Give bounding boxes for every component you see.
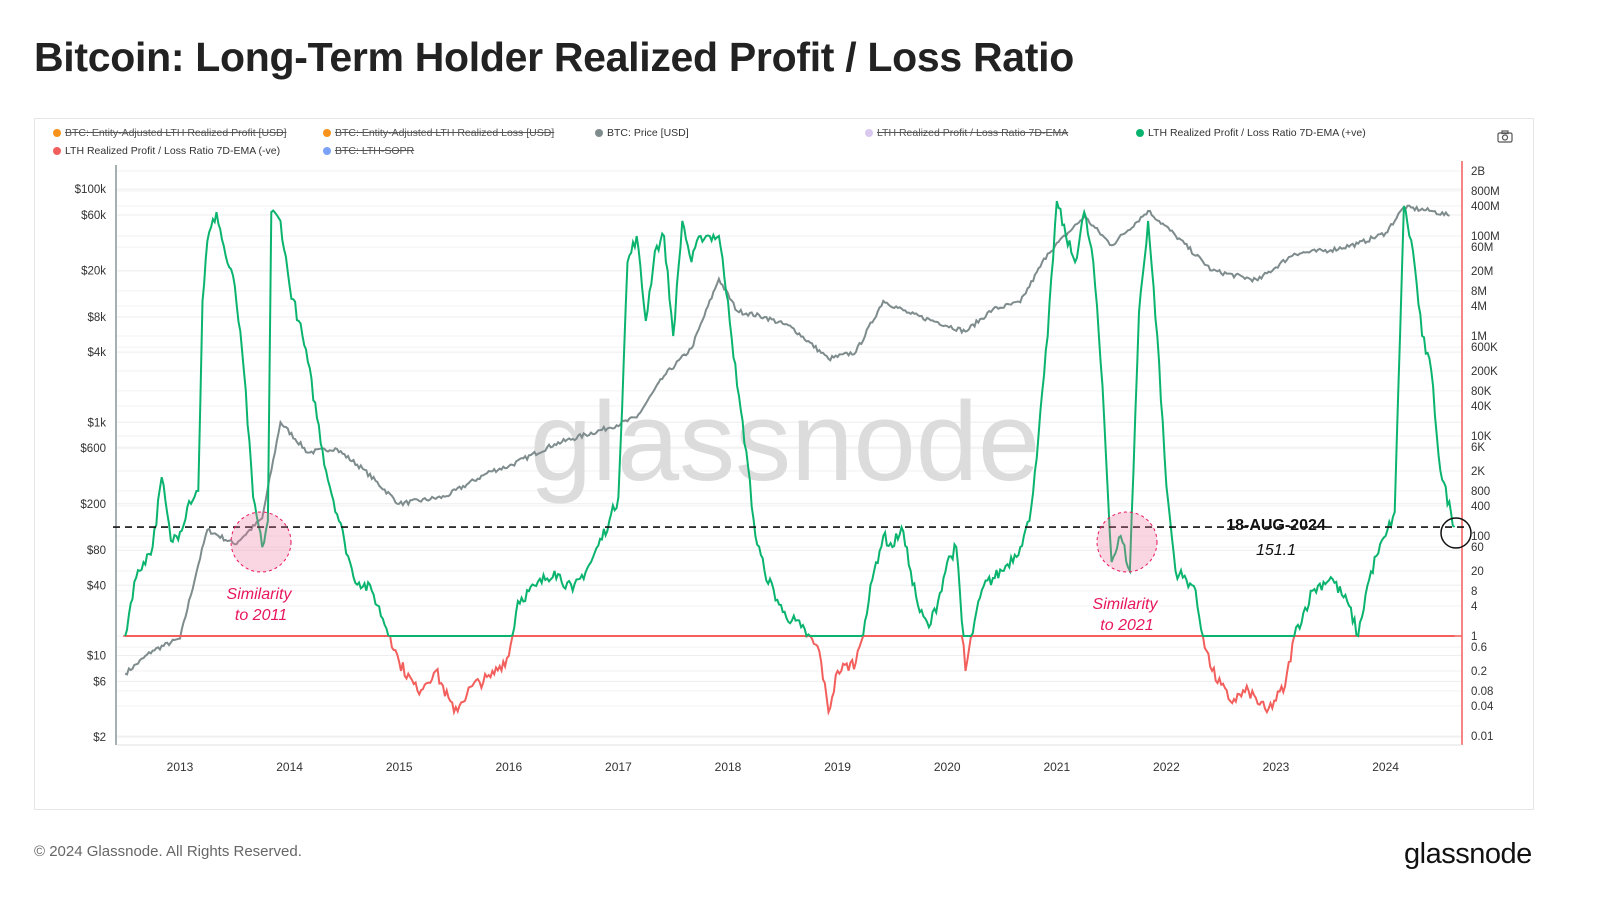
legend-item[interactable]: LTH Realized Profit / Loss Ratio 7D-EMA … <box>53 145 280 157</box>
right-axis-tick-label: 1M <box>1471 331 1487 343</box>
left-axis-tick-label: $6 <box>93 676 106 688</box>
legend-label: BTC: Entity-Adjusted LTH Realized Loss [… <box>335 127 555 139</box>
right-axis-tick-label: 0.08 <box>1471 686 1493 698</box>
left-axis-tick-label: $2 <box>93 732 106 744</box>
x-axis-tick-label: 2013 <box>167 760 194 774</box>
price-line <box>124 204 1450 676</box>
x-axis-tick-label: 2020 <box>934 760 961 774</box>
left-axis-tick-label: $60k <box>81 210 106 222</box>
similarity-highlight-circle <box>230 511 292 573</box>
right-axis-tick-label: 80K <box>1471 386 1492 398</box>
similarity-annotation: Similarity <box>227 586 293 603</box>
legend-dot-icon <box>53 129 61 137</box>
legend-label: BTC: Entity-Adjusted LTH Realized Profit… <box>65 127 287 139</box>
right-axis-tick-label: 100 <box>1471 531 1490 543</box>
ratio-negative-line <box>125 635 1455 717</box>
right-axis-tick-label: 600K <box>1471 342 1498 354</box>
legend-dot-icon <box>53 147 61 155</box>
similarity-highlight-circle <box>1096 511 1158 573</box>
right-axis-tick-label: 100M <box>1471 231 1500 243</box>
similarity-annotation: to 2021 <box>1100 617 1153 634</box>
x-axis-tick-label: 2017 <box>605 760 632 774</box>
x-axis-tick-label: 2014 <box>276 760 303 774</box>
right-axis-tick-label: 2B <box>1471 166 1485 178</box>
value-annotation: 151.1 <box>1256 542 1296 559</box>
left-axis-tick-label: $600 <box>80 443 106 455</box>
x-axis-tick-label: 2022 <box>1153 760 1180 774</box>
right-axis-tick-label: 0.04 <box>1471 701 1494 713</box>
right-axis-tick-label: 0.6 <box>1471 642 1487 654</box>
right-axis-tick-label: 400M <box>1471 201 1500 213</box>
legend-label: LTH Realized Profit / Loss Ratio 7D-EMA <box>877 127 1069 139</box>
legend-item[interactable]: BTC: Price [USD] <box>595 127 689 139</box>
legend-dot-icon <box>865 129 873 137</box>
legend-label: LTH Realized Profit / Loss Ratio 7D-EMA … <box>65 145 281 157</box>
legend-label: BTC: LTH-SOPR <box>335 145 415 157</box>
legend-item[interactable]: LTH Realized Profit / Loss Ratio 7D-EMA … <box>1136 127 1366 139</box>
legend-dot-icon <box>595 129 603 137</box>
legend-label: BTC: Price [USD] <box>607 127 689 139</box>
right-axis-tick-label: 20M <box>1471 266 1493 278</box>
legend-dot-icon <box>1136 129 1144 137</box>
right-axis-tick-label: 0.01 <box>1471 731 1493 743</box>
camera-icon[interactable] <box>1497 130 1513 143</box>
legend-dot-icon <box>323 147 331 155</box>
legend-item[interactable]: BTC: Entity-Adjusted LTH Realized Loss [… <box>323 127 554 139</box>
right-axis-tick-label: 60M <box>1471 242 1493 254</box>
chart-panel <box>34 118 1534 810</box>
right-axis-tick-label: 0.2 <box>1471 666 1487 678</box>
similarity-annotation: to 2011 <box>235 607 287 624</box>
ratio-positive-line <box>124 200 1456 638</box>
left-axis-tick-label: $40 <box>87 580 106 592</box>
copyright-text: © 2024 Glassnode. All Rights Reserved. <box>34 843 302 860</box>
left-axis-tick-label: $4k <box>87 347 106 359</box>
x-axis-tick-label: 2019 <box>824 760 851 774</box>
right-axis-tick-label: 8M <box>1471 286 1487 298</box>
page-title: Bitcoin: Long-Term Holder Realized Profi… <box>34 34 1074 80</box>
legend-item[interactable]: LTH Realized Profit / Loss Ratio 7D-EMA <box>865 127 1068 139</box>
right-axis-tick-label: 800 <box>1471 486 1490 498</box>
x-axis-tick-label: 2018 <box>715 760 742 774</box>
right-axis-tick-label: 200K <box>1471 366 1498 378</box>
x-axis-tick-label: 2015 <box>386 760 413 774</box>
right-axis-tick-label: 20 <box>1471 566 1484 578</box>
right-axis-tick-label: 2K <box>1471 466 1485 478</box>
legend-label: LTH Realized Profit / Loss Ratio 7D-EMA … <box>1148 127 1366 139</box>
x-axis-tick-label: 2024 <box>1372 760 1399 774</box>
right-axis-tick-label: 400 <box>1471 501 1490 513</box>
similarity-annotation: Similarity <box>1093 596 1159 613</box>
right-axis-tick-label: 10K <box>1471 431 1492 443</box>
right-axis-tick-label: 4 <box>1471 601 1478 613</box>
watermark-text: glassnode <box>530 379 1041 504</box>
right-axis-tick-label: 6K <box>1471 442 1485 454</box>
x-axis-tick-label: 2023 <box>1263 760 1290 774</box>
right-axis-tick-label: 800M <box>1471 186 1500 198</box>
date-annotation: 18-AUG-2024 <box>1226 517 1326 534</box>
latest-value-marker <box>1440 517 1472 549</box>
right-axis-tick-label: 1 <box>1471 631 1477 643</box>
left-axis-tick-label: $200 <box>80 499 106 511</box>
left-axis-tick-label: $10 <box>87 651 106 663</box>
left-axis-tick-label: $100k <box>75 184 107 196</box>
right-axis-tick-label: 8 <box>1471 586 1477 598</box>
right-axis-tick-label: 60 <box>1471 542 1484 554</box>
left-axis-tick-label: $20k <box>81 266 106 278</box>
left-axis-tick-label: $1k <box>87 417 106 429</box>
legend-item[interactable]: BTC: Entity-Adjusted LTH Realized Profit… <box>53 127 287 139</box>
left-axis-tick-label: $8k <box>87 312 106 324</box>
left-axis-tick-label: $80 <box>87 545 106 557</box>
legend-dot-icon <box>323 129 331 137</box>
right-axis-tick-label: 40K <box>1471 401 1492 413</box>
glassnode-logo[interactable]: glassnode <box>1404 838 1532 870</box>
legend-item[interactable]: BTC: LTH-SOPR <box>323 145 414 157</box>
x-axis-tick-label: 2016 <box>495 760 522 774</box>
right-axis-tick-label: 4M <box>1471 301 1487 313</box>
x-axis-tick-label: 2021 <box>1043 760 1070 774</box>
